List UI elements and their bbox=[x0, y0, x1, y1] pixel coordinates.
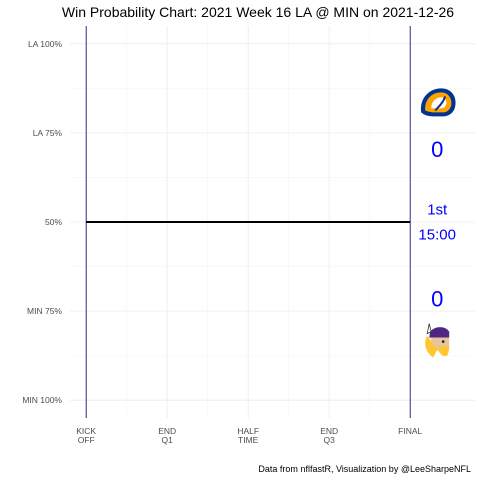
y-tick-label: LA 100% bbox=[28, 39, 62, 49]
x-tick-label: OFF bbox=[78, 435, 95, 445]
vikings-head-logo bbox=[425, 323, 450, 358]
y-tick-label: LA 75% bbox=[33, 128, 63, 138]
x-tick-label: TIME bbox=[238, 435, 259, 445]
annotations: 0 0 1st 15:00 bbox=[418, 88, 456, 358]
away-score: 0 bbox=[431, 137, 443, 162]
y-tick-label: MIN 100% bbox=[22, 395, 62, 405]
x-tick-label: END bbox=[320, 426, 338, 436]
chart-caption: Data from nflfastR, Visualization by @Le… bbox=[258, 464, 471, 474]
y-tick-label: MIN 75% bbox=[27, 306, 62, 316]
y-tick-label: 50% bbox=[45, 217, 62, 227]
quarter-label: 1st bbox=[427, 202, 448, 219]
y-axis-ticks: LA 100% LA 75% 50% MIN 75% MIN 100% bbox=[22, 39, 62, 405]
x-tick-label: Q1 bbox=[162, 435, 174, 445]
clock-label: 15:00 bbox=[418, 226, 456, 243]
viking-beard bbox=[437, 345, 450, 357]
viking-eye bbox=[441, 340, 445, 343]
rams-horn-logo bbox=[420, 88, 456, 117]
viking-helmet bbox=[429, 327, 450, 338]
rams-horn-curl bbox=[434, 96, 447, 112]
viking-braid bbox=[425, 335, 438, 358]
x-tick-label: END bbox=[158, 426, 176, 436]
x-tick-label: HALF bbox=[237, 426, 259, 436]
x-tick-label: FINAL bbox=[398, 426, 422, 436]
x-tick-label: Q3 bbox=[324, 435, 336, 445]
chart-title: Win Probability Chart: 2021 Week 16 LA @… bbox=[62, 4, 454, 20]
home-score: 0 bbox=[431, 287, 443, 312]
viking-horn bbox=[426, 323, 432, 335]
x-tick-label: KICK bbox=[76, 426, 96, 436]
